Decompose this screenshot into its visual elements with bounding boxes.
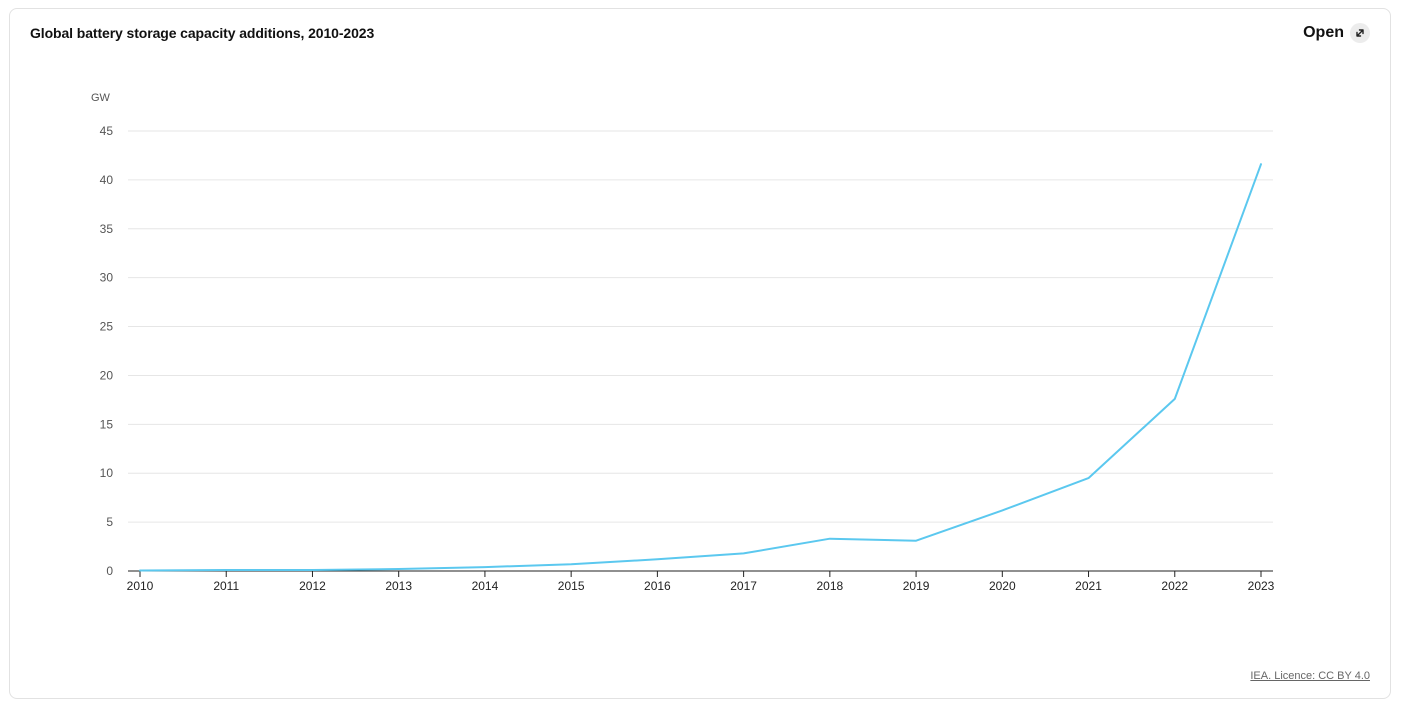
data-point[interactable] bbox=[220, 564, 232, 576]
y-tick-label: 20 bbox=[100, 368, 114, 382]
open-button-label: Open bbox=[1303, 24, 1344, 41]
x-tick-label: 2015 bbox=[558, 579, 585, 593]
data-point[interactable] bbox=[393, 563, 405, 575]
x-tick-label: 2019 bbox=[903, 579, 930, 593]
x-tick-label: 2014 bbox=[472, 579, 499, 593]
x-tick-label: 2011 bbox=[213, 579, 239, 593]
data-point[interactable] bbox=[1169, 393, 1181, 405]
data-point[interactable] bbox=[910, 535, 922, 547]
y-tick-label: 45 bbox=[100, 124, 114, 138]
x-tick-label: 2010 bbox=[127, 579, 154, 593]
y-tick-label: 30 bbox=[100, 271, 114, 285]
x-tick-label: 2017 bbox=[730, 579, 757, 593]
data-point[interactable] bbox=[1255, 158, 1267, 170]
x-tick-label: 2016 bbox=[644, 579, 671, 593]
data-point[interactable] bbox=[738, 547, 750, 559]
y-tick-label: 0 bbox=[106, 564, 113, 578]
open-button[interactable]: Open bbox=[1303, 23, 1370, 43]
y-unit-label: GW bbox=[91, 92, 111, 104]
chart-title: Global battery storage capacity addition… bbox=[30, 25, 375, 41]
x-axis-ticks: 2010 2011 2012 2013 2014 2015 2016 2017 2018 2019… bbox=[127, 570, 1275, 593]
x-tick-label: 2020 bbox=[989, 579, 1016, 593]
x-tick-label: 2012 bbox=[299, 579, 326, 593]
y-tick-label: 15 bbox=[100, 417, 114, 431]
x-tick-label: 2023 bbox=[1248, 579, 1275, 593]
series-line[interactable] bbox=[139, 163, 1262, 572]
series-layer bbox=[134, 158, 1267, 577]
y-tick-label: 10 bbox=[100, 466, 114, 480]
y-tick-label: 5 bbox=[106, 515, 113, 529]
licence-link[interactable]: IEA. Licence: CC BY 4.0 bbox=[1250, 670, 1370, 682]
data-point[interactable] bbox=[565, 558, 577, 570]
data-point[interactable] bbox=[824, 533, 836, 545]
data-point[interactable] bbox=[479, 561, 491, 573]
data-point[interactable] bbox=[1083, 472, 1095, 484]
x-tick-label: 2021 bbox=[1075, 579, 1102, 593]
grid-lines bbox=[128, 130, 1273, 523]
y-axis-ticks: GW 0 5 10 15 20 25 30 35 40 45 bbox=[91, 92, 113, 578]
data-point[interactable] bbox=[306, 564, 318, 576]
data-point[interactable] bbox=[651, 553, 663, 565]
x-tick-label: 2022 bbox=[1161, 579, 1188, 593]
chart-card: Global battery storage capacity addition… bbox=[9, 8, 1391, 699]
expand-arrow-icon bbox=[1350, 23, 1370, 43]
x-tick-label: 2018 bbox=[816, 579, 843, 593]
y-tick-label: 35 bbox=[100, 222, 114, 236]
x-tick-label: 2013 bbox=[385, 579, 412, 593]
y-tick-label: 40 bbox=[100, 173, 114, 187]
y-tick-label: 25 bbox=[100, 320, 114, 334]
data-point[interactable] bbox=[134, 565, 146, 577]
data-point[interactable] bbox=[996, 504, 1008, 516]
